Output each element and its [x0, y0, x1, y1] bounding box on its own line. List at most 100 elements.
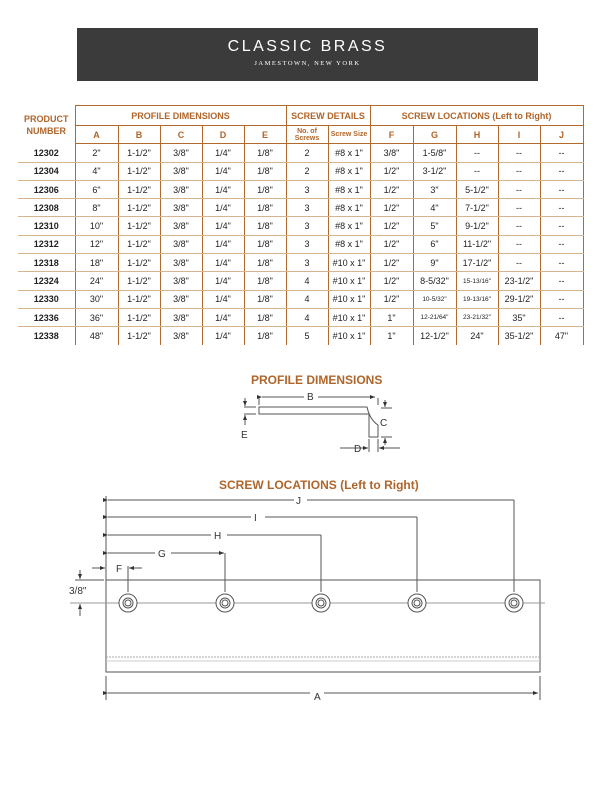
- table-cell: 3/8": [159, 235, 202, 255]
- table-cell: 1/2": [369, 271, 413, 291]
- table-cell: 1/8": [243, 162, 286, 181]
- table-row: 12318 18" 1-1/2" 3/8" 1/4" 1/8" 3 #10 x 1" 1/2" 9…: [18, 253, 584, 273]
- table-cell: #10 x 1": [327, 308, 370, 328]
- table-cell: 10-5/32": [412, 290, 456, 309]
- product-number-cell: 12302: [18, 143, 75, 163]
- label-i: I: [254, 513, 257, 524]
- table-cell: 3: [285, 180, 328, 200]
- table-cell: 23-1/2": [497, 271, 540, 291]
- table-cell: 3/8": [159, 271, 202, 291]
- table-cell: 1/2": [369, 253, 413, 273]
- table-cell: #10 x 1": [327, 253, 370, 273]
- column-header: D: [201, 125, 244, 145]
- profile-dimensions-title: PROFILE DIMENSIONS: [251, 373, 383, 387]
- table-row: 12312 12" 1-1/2" 3/8" 1/4" 1/8" 3 #8 x 1" 1/2" 6"…: [18, 235, 584, 255]
- brand-banner: CLASSIC BRASS JAMESTOWN, NEW YORK: [77, 28, 538, 81]
- table-cell: 1/8": [243, 235, 286, 255]
- table-cell: 35": [497, 308, 540, 328]
- label-d: D: [354, 444, 361, 455]
- table-cell: 3: [285, 235, 328, 255]
- table-cell: 3/8": [159, 180, 202, 200]
- table-cell: 12-21/64": [412, 308, 456, 328]
- table-cell: 1/2": [369, 290, 413, 309]
- table-row: 12306 6" 1-1/2" 3/8" 1/4" 1/8" 3 #8 x 1" 1/2" 3" 5…: [18, 180, 584, 200]
- table-cell: 9-1/2": [455, 216, 498, 236]
- table-cell: 29-1/2": [497, 290, 540, 309]
- label-g: G: [158, 549, 166, 560]
- table-row: 12324 24" 1-1/2" 3/8" 1/4" 1/8" 4 #10 x 1" 1/2" 8…: [18, 271, 584, 291]
- column-header: G: [412, 125, 456, 145]
- table-cell: 4": [412, 198, 456, 218]
- table-cell: #10 x 1": [327, 290, 370, 309]
- table-cell: --: [455, 143, 498, 163]
- table-cell: 1-1/2": [117, 235, 160, 255]
- table-cell: 8-5/32": [412, 271, 456, 291]
- table-cell: 1/8": [243, 308, 286, 328]
- table-cell: 2": [74, 143, 118, 163]
- label-j: J: [296, 496, 301, 507]
- table-cell: 12": [74, 235, 118, 255]
- brand-name: CLASSIC BRASS: [227, 38, 388, 55]
- table-cell: 1/2": [369, 235, 413, 255]
- table-cell: 1/8": [243, 271, 286, 291]
- screw-hole-icon: [504, 593, 524, 613]
- table-cell: 1-1/2": [117, 198, 160, 218]
- table-cell: 8": [74, 198, 118, 218]
- table-cell: 3/8": [159, 326, 202, 345]
- table-cell: 1-1/2": [117, 253, 160, 273]
- table-cell: --: [539, 235, 584, 255]
- table-cell: --: [497, 216, 540, 236]
- screw-hole-icon: [215, 593, 235, 613]
- screw-details-header: SCREW DETAILS: [285, 105, 370, 126]
- table-cell: --: [539, 253, 584, 273]
- table-cell: 10": [74, 216, 118, 236]
- profile-diagram: [243, 395, 400, 452]
- table-row: 12330 30" 1-1/2" 3/8" 1/4" 1/8" 4 #10 x 1" 1/2" 1…: [18, 290, 584, 309]
- table-cell: 36": [74, 308, 118, 328]
- table-cell: 5: [285, 326, 328, 345]
- table-cell: #10 x 1": [327, 271, 370, 291]
- table-cell: #10 x 1": [327, 326, 370, 345]
- table-cell: 3/8": [159, 253, 202, 273]
- table-cell: 3/8": [159, 162, 202, 181]
- table-cell: 1-1/2": [117, 143, 160, 163]
- table-cell: --: [539, 162, 584, 181]
- table-cell: --: [497, 253, 540, 273]
- table-cell: 1": [369, 308, 413, 328]
- screw-hole-icon: [407, 593, 427, 613]
- table-cell: 1/4": [201, 143, 244, 163]
- table-cell: 1-1/2": [117, 180, 160, 200]
- table-cell: 1/8": [243, 198, 286, 218]
- table-cell: 1/8": [243, 216, 286, 236]
- table-cell: 1": [369, 326, 413, 345]
- table-cell: #8 x 1": [327, 143, 370, 163]
- product-number-cell: 12304: [18, 162, 75, 181]
- screw-locations-header: SCREW LOCATIONS (Left to Right): [369, 105, 584, 126]
- product-number-cell: 12306: [18, 180, 75, 200]
- table-cell: --: [497, 198, 540, 218]
- table-cell: 3/8": [159, 143, 202, 163]
- table-cell: --: [497, 235, 540, 255]
- table-cell: 4: [285, 271, 328, 291]
- table-cell: 2: [285, 162, 328, 181]
- product-number-cell: 12338: [33, 330, 59, 341]
- screw-locations-title: SCREW LOCATIONS (Left to Right): [219, 478, 419, 492]
- table-cell: 47": [539, 326, 584, 345]
- table-cell: #8 x 1": [327, 180, 370, 200]
- label-f: F: [116, 564, 122, 575]
- product-number-cell: 12310: [18, 216, 75, 236]
- profile-shape: [258, 406, 379, 438]
- table-cell: 2: [285, 143, 328, 163]
- table-cell: 1-5/8": [412, 143, 456, 163]
- table-cell: 1-1/2": [117, 290, 160, 309]
- label-e: E: [241, 430, 248, 441]
- table-cell: 1/8": [243, 326, 286, 345]
- table-cell: 3/8": [369, 143, 413, 163]
- table-cell: 1/8": [243, 290, 286, 309]
- table-cell: 1/2": [369, 198, 413, 218]
- label-b: B: [307, 392, 314, 403]
- table-cell: 1/4": [201, 198, 244, 218]
- product-number-cell: 12336: [18, 308, 75, 328]
- table-row: 12304 4" 1-1/2" 3/8" 1/4" 1/8" 2 #8 x 1" 1/2" 3-1…: [18, 162, 584, 181]
